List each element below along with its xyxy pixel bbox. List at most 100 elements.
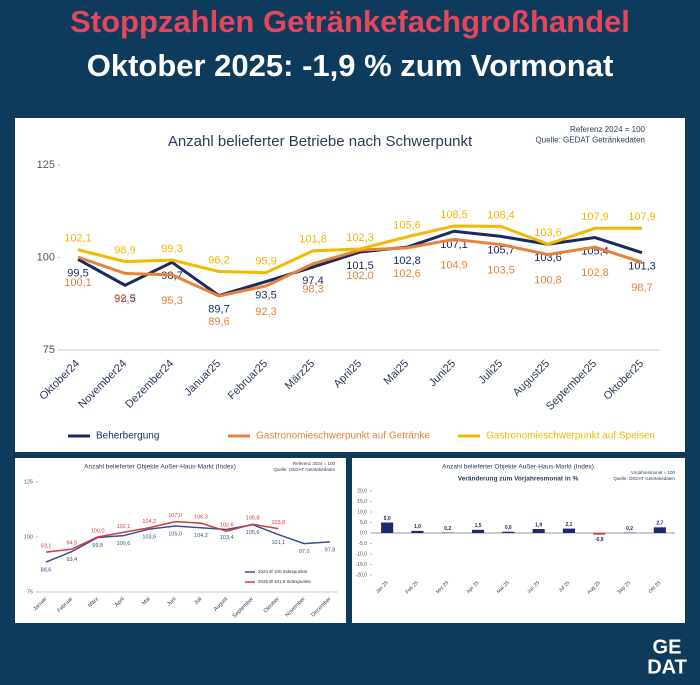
data-label: 2,1 xyxy=(565,522,572,528)
data-label: 103,6 xyxy=(142,535,156,541)
legend-label: Gastronomieschwerpunkt auf Getränke xyxy=(256,431,430,442)
bar xyxy=(532,529,545,533)
panel xyxy=(352,458,685,623)
y-tick-label: 75 xyxy=(43,344,55,356)
y-tick-label: 15,0 xyxy=(357,499,367,505)
bar xyxy=(381,522,394,533)
y-tick-label: 100 xyxy=(37,251,55,263)
bar xyxy=(411,530,424,533)
data-label: 103,6 xyxy=(534,227,562,239)
data-label: 97,8 xyxy=(325,547,336,553)
data-label: 100,6 xyxy=(117,541,131,547)
data-label: 5,0 xyxy=(384,516,391,522)
data-label: 99,3 xyxy=(161,243,182,255)
data-label: 106,3 xyxy=(194,515,208,521)
data-label: 92,3 xyxy=(255,306,276,318)
y-tick-label: 100 xyxy=(24,534,33,540)
y-tick-label: 125 xyxy=(24,479,33,485)
y-tick-label: 5,0 xyxy=(360,520,367,526)
data-label: 92,5 xyxy=(114,293,135,305)
data-label: 105,6 xyxy=(246,530,260,536)
data-label: 94,5 xyxy=(66,541,77,547)
data-label: 104,2 xyxy=(194,533,208,539)
data-label: 95,9 xyxy=(255,256,276,268)
data-label: 105,8 xyxy=(246,516,260,522)
logo-top: GE xyxy=(653,636,682,658)
bar xyxy=(653,527,666,533)
panel xyxy=(15,458,346,623)
data-label: 100,0 xyxy=(91,528,105,534)
data-label: 103,4 xyxy=(220,535,234,541)
bar xyxy=(593,533,606,535)
data-label: 93,4 xyxy=(66,557,77,563)
chart-note: Referenz 2024 = 100 xyxy=(570,125,645,134)
data-label: 89,6 xyxy=(208,316,229,328)
y-tick-label: 75 xyxy=(27,589,33,595)
data-label: 0,6 xyxy=(505,525,512,531)
legend-label: 2024 Ø 100 Indexpunkte xyxy=(258,569,308,574)
data-label: 103,5 xyxy=(487,264,515,276)
data-label: 95,7 xyxy=(114,293,135,305)
chart-subtitle: Veränderung zum Vorjahresmonat in % xyxy=(458,476,579,483)
header-subtitle: Oktober 2025: -1,9 % zum Vormonat xyxy=(87,48,614,83)
data-label: 0,2 xyxy=(444,526,451,532)
data-label: 89,7 xyxy=(208,304,229,316)
data-label: 97,0 xyxy=(299,549,310,555)
bar xyxy=(471,529,485,533)
data-label: 102,1 xyxy=(117,524,131,530)
y-tick-label: 0,0 xyxy=(360,530,367,536)
legend-label: Beherbergung xyxy=(96,431,159,442)
chart-note: Referenz 2024 = 100 xyxy=(293,461,336,466)
data-label: 108,5 xyxy=(440,209,468,221)
bar xyxy=(502,531,515,533)
data-label: 98,7 xyxy=(631,282,652,294)
data-label: 98,9 xyxy=(114,244,135,256)
legend-label: 2025 Ø 101,9 Indexpunkte xyxy=(258,579,312,584)
data-label: 107,9 xyxy=(628,211,656,223)
data-label: 101,1 xyxy=(271,540,285,546)
x-tick-label: Mai xyxy=(141,596,152,607)
chart-title: Anzahl belieferter Objekte Außer-Haus-Ma… xyxy=(442,464,594,471)
data-label: 102,6 xyxy=(393,268,421,280)
data-label: 102,3 xyxy=(346,232,374,244)
data-label: 105,0 xyxy=(168,531,182,537)
data-label: 101,3 xyxy=(628,261,656,273)
data-label: 1,0 xyxy=(414,524,421,530)
data-label: 93,5 xyxy=(255,289,276,301)
data-label: 98,3 xyxy=(302,284,323,296)
data-label: 102,6 xyxy=(220,523,234,529)
chart-note: Quelle: GEDAT Getränkedaten xyxy=(535,136,645,145)
legend-label: Gastronomieschwerpunkt auf Speisen xyxy=(486,431,655,442)
series-line xyxy=(45,520,279,553)
data-label: 104,2 xyxy=(142,519,156,525)
data-label: 102,8 xyxy=(581,267,609,279)
x-tick-label: Juli xyxy=(193,596,203,606)
data-label: 0,2 xyxy=(626,526,633,532)
y-tick-label: -5,0 xyxy=(358,541,367,547)
y-tick-label: 10,0 xyxy=(357,509,367,515)
data-label: 93,1 xyxy=(41,544,52,550)
chart-title: Anzahl belieferter Objekte Außer-Haus-Ma… xyxy=(84,464,236,471)
data-label: 102,8 xyxy=(393,255,421,267)
data-label: 107,9 xyxy=(581,211,609,223)
data-label: 88,6 xyxy=(41,568,52,574)
x-tick-label: Juni xyxy=(166,596,177,607)
y-tick-label: -20,0 xyxy=(356,572,368,578)
data-label: 103,8 xyxy=(271,520,285,526)
data-label: 97,4 xyxy=(302,275,323,287)
data-label: 100,1 xyxy=(64,277,92,289)
data-label: 103,6 xyxy=(534,252,562,264)
data-label: 107,0 xyxy=(168,513,182,519)
chart-note: Quelle: GEDAT Getränkedaten xyxy=(273,467,335,472)
data-label: 95,3 xyxy=(161,295,182,307)
y-tick-label: 125 xyxy=(37,159,55,171)
data-label: 101,5 xyxy=(346,260,374,272)
y-tick-label: -10,0 xyxy=(356,551,368,557)
data-label: 2,7 xyxy=(656,521,663,527)
data-label: 1,9 xyxy=(535,522,542,528)
bar xyxy=(562,528,576,533)
data-label: 101,8 xyxy=(299,234,327,246)
data-label: 108,4 xyxy=(487,209,515,221)
